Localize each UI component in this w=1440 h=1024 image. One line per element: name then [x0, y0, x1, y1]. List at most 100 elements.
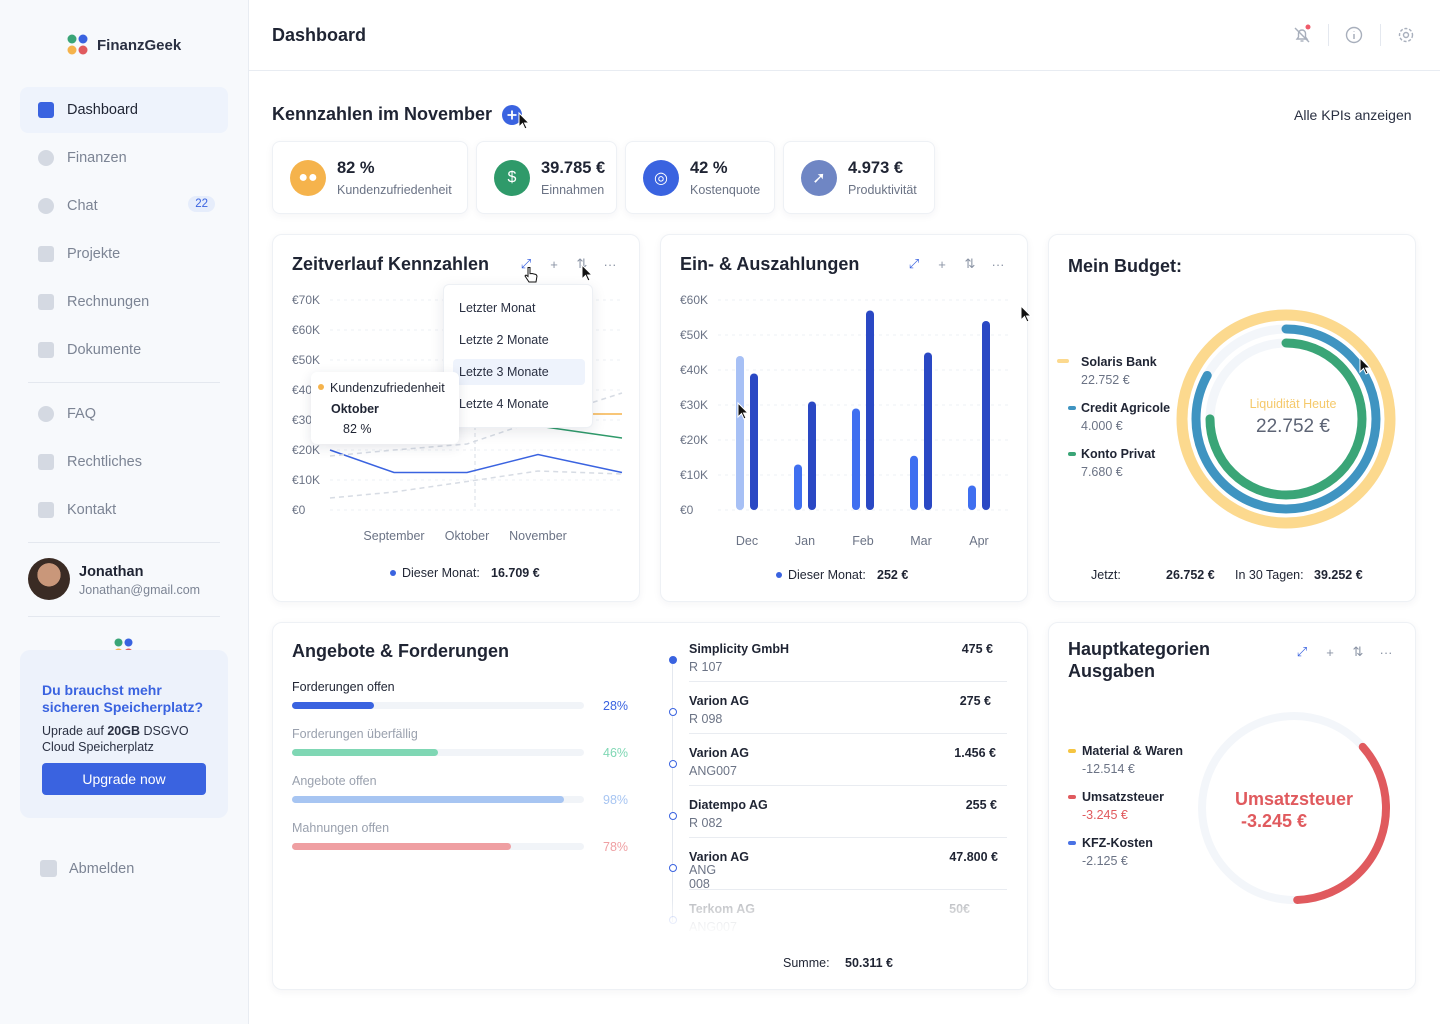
- invoice-ref: ANG007: [689, 764, 737, 778]
- sidebar-item-dokumente[interactable]: Dokumente: [20, 327, 228, 373]
- more-icon[interactable]: ···: [1379, 644, 1393, 660]
- projects-icon: [38, 246, 54, 262]
- progress-percent: 98%: [603, 793, 629, 807]
- dropdown-item[interactable]: Letzte 4 Monate: [459, 397, 549, 411]
- progress-fill: [292, 749, 438, 756]
- y-tick-label: €50K: [680, 328, 708, 342]
- sidebar-divider: [28, 616, 220, 617]
- y-tick-label: €0: [680, 503, 694, 517]
- x-tick-label: Feb: [852, 534, 874, 548]
- expand-icon[interactable]: ⤢: [1296, 644, 1308, 659]
- info-icon[interactable]: [1345, 26, 1363, 44]
- x-tick-label: Oktober: [445, 529, 489, 543]
- users-icon: ●●: [290, 160, 326, 196]
- sidebar-item-label: Kontakt: [67, 502, 117, 518]
- bar: [866, 310, 874, 510]
- app-logo[interactable]: FinanzGeek: [67, 34, 181, 56]
- sort-icon[interactable]: ⇅: [1352, 644, 1364, 659]
- add-icon[interactable]: +: [1326, 644, 1334, 660]
- more-icon[interactable]: ···: [603, 256, 617, 272]
- kpi-value: 39.785 €: [541, 159, 606, 177]
- kpi-card[interactable]: ◎ 42 % Kostenquote: [625, 141, 775, 214]
- tooltip-value: 82 %: [343, 422, 372, 436]
- logo-icon: [67, 34, 88, 55]
- top-header: Dashboard: [249, 0, 1440, 71]
- kpi-card[interactable]: $ 39.785 € Einnahmen: [476, 141, 617, 214]
- timeline-footer-label: Dieser Monat:: [402, 566, 480, 580]
- expand-icon[interactable]: ⤢: [520, 256, 532, 271]
- bar: [910, 455, 918, 510]
- add-kpi-button[interactable]: [502, 105, 522, 125]
- progress-fill: [292, 796, 564, 803]
- x-tick-label: November: [509, 529, 567, 543]
- sidebar-divider: [28, 542, 220, 543]
- sidebar-item-label: Rechnungen: [67, 294, 150, 310]
- invoice-name[interactable]: Varion AG: [689, 746, 749, 760]
- faq-icon: [38, 406, 54, 422]
- invoice-name[interactable]: Diatempo AG: [689, 798, 768, 812]
- expense-name: Umsatzsteuer: [1082, 790, 1164, 804]
- dropdown-item[interactable]: Letzter Monat: [459, 301, 536, 315]
- budget-card: [1048, 234, 1416, 602]
- mouse-cursor-icon: [518, 111, 531, 130]
- legend-swatch: [1068, 406, 1076, 410]
- timeline-dot: [669, 656, 677, 664]
- x-tick-label: Apr: [969, 534, 988, 548]
- budget-donut-chart: [1176, 309, 1396, 529]
- sidebar-item-kontakt[interactable]: Kontakt: [20, 487, 228, 533]
- ring-arc: [1176, 309, 1396, 529]
- sidebar-item-chat[interactable]: Chat 22: [20, 183, 228, 229]
- expense-name: Material & Waren: [1082, 744, 1183, 758]
- expense-value: -3.245 €: [1082, 808, 1128, 822]
- expenses-center-label: Umsatzsteuer: [1234, 789, 1354, 809]
- progress-track: [292, 749, 584, 756]
- hand-cursor-icon: [524, 267, 538, 283]
- sidebar-item-rechnungen[interactable]: Rechnungen: [20, 279, 228, 325]
- chat-icon: [38, 198, 54, 214]
- user-name: Jonathan: [79, 564, 144, 580]
- bell-off-icon[interactable]: [1293, 24, 1311, 44]
- sidebar-item-rechtliches[interactable]: Rechtliches: [20, 439, 228, 485]
- bar: [808, 401, 816, 510]
- dropdown-item[interactable]: Letzte 2 Monate: [459, 333, 549, 347]
- kpi-card[interactable]: ➚ 4.973 € Produktivität: [783, 141, 935, 214]
- all-kpis-link[interactable]: Alle KPIs anzeigen: [1294, 107, 1412, 123]
- upgrade-button[interactable]: Upgrade now: [42, 763, 206, 795]
- invoice-name[interactable]: Varion AG: [689, 850, 749, 864]
- bar: [982, 321, 990, 510]
- settings-icon[interactable]: [1397, 26, 1415, 44]
- cashflow-card: [660, 234, 1028, 602]
- kpi-card[interactable]: ●● 82 % Kundenzufriedenheit: [272, 141, 468, 214]
- bar: [924, 352, 932, 510]
- sidebar-item-projekte[interactable]: Projekte: [20, 231, 228, 277]
- expand-icon[interactable]: ⤢: [908, 256, 920, 271]
- ring-arc: [1198, 712, 1390, 904]
- dropdown-item-selected[interactable]: Letzte 3 Monate: [453, 359, 585, 385]
- progress-label: Forderungen überfällig: [292, 727, 418, 741]
- sidebar-item-finanzen[interactable]: Finanzen: [20, 135, 228, 181]
- add-icon[interactable]: +: [550, 256, 558, 272]
- add-icon[interactable]: +: [938, 256, 946, 272]
- cashflow-footer-value: 252 €: [877, 568, 909, 582]
- sidebar-item-label: Chat: [67, 198, 98, 214]
- more-icon[interactable]: ···: [991, 256, 1005, 272]
- invoice-name[interactable]: Simplicity GmbH: [689, 642, 790, 656]
- user-profile[interactable]: Jonathan Jonathan@gmail.com: [28, 558, 200, 600]
- sum-label: Summe:: [783, 956, 830, 970]
- sort-icon[interactable]: ⇅: [964, 256, 976, 271]
- sidebar-item-dashboard[interactable]: Dashboard: [20, 87, 228, 133]
- invoice-name[interactable]: Varion AG: [689, 694, 749, 708]
- mouse-cursor-icon: [1020, 304, 1033, 323]
- sum-value: 50.311 €: [845, 956, 893, 970]
- x-tick-label: Mar: [910, 534, 932, 548]
- account-value: 7.680 €: [1081, 465, 1123, 479]
- sort-icon[interactable]: ⇅: [576, 256, 588, 271]
- x-tick-label: Jan: [795, 534, 815, 548]
- documents-icon: [38, 342, 54, 358]
- invoice-separator: [689, 785, 1007, 786]
- logout-button[interactable]: Abmelden: [40, 860, 134, 877]
- y-tick-label: €0: [292, 503, 306, 517]
- invoice-amount: 47.800 €: [949, 850, 998, 864]
- sidebar-item-faq[interactable]: FAQ: [20, 391, 228, 437]
- legend-swatch: [1068, 795, 1076, 799]
